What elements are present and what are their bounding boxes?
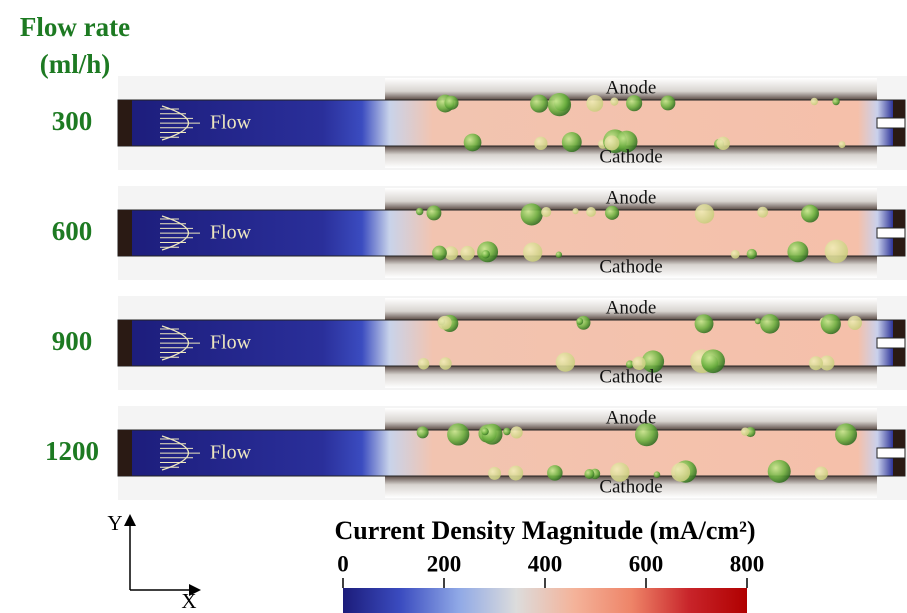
bubble: [417, 426, 429, 438]
colorbar-tick-label: 0: [337, 551, 349, 576]
bubble: [839, 141, 846, 148]
bubble: [757, 207, 768, 218]
cathode-label: Cathode: [599, 256, 662, 277]
cathode-label: Cathode: [599, 366, 662, 387]
outlet-notch: [877, 228, 905, 238]
bubble: [541, 207, 551, 217]
bubble: [481, 428, 489, 436]
bubble: [426, 206, 441, 221]
flow-label: Flow: [210, 442, 252, 464]
bubble: [439, 357, 451, 369]
bubble: [548, 93, 571, 116]
flow-label: Flow: [210, 112, 252, 134]
colorbar-tick-label: 400: [528, 551, 563, 576]
cathode-label: Cathode: [599, 476, 662, 497]
bubble: [447, 423, 469, 445]
bubble: [809, 356, 823, 370]
inlet-cap: [118, 320, 132, 366]
bubble: [464, 134, 482, 152]
anode-label: Anode: [606, 187, 657, 208]
bubble: [534, 137, 547, 150]
bubble: [521, 203, 543, 225]
x-axis-label: X: [181, 589, 196, 613]
bubble: [741, 428, 749, 436]
flow-label: Flow: [210, 222, 252, 244]
bubble: [576, 318, 583, 325]
bubble: [584, 469, 594, 479]
colorbar-ticks: 0 200 400 600 800: [337, 551, 764, 588]
flow-rate-label: 300: [52, 106, 93, 136]
bubble: [503, 428, 511, 436]
bubble: [701, 349, 725, 373]
bubble: [768, 460, 791, 483]
bubble: [460, 246, 474, 260]
bubble: [562, 132, 582, 152]
colorbar-tick-label: 200: [427, 551, 462, 576]
bubble: [661, 96, 676, 111]
bubble: [811, 98, 818, 105]
colorbar-tick-label: 600: [629, 551, 664, 576]
bubble: [787, 241, 808, 262]
figure: Flow rate (ml/h) FlowAnodeCathode300Flow…: [0, 0, 907, 613]
bubble: [432, 246, 447, 261]
bubble: [717, 137, 730, 150]
bubble: [815, 467, 829, 481]
bubble: [695, 314, 714, 333]
bubble: [801, 205, 819, 223]
outlet-notch: [877, 118, 905, 128]
bubble: [610, 98, 618, 106]
bubble: [747, 249, 757, 259]
colorbar-title: Current Density Magnitude (mA/cm²): [334, 516, 755, 545]
bubble: [523, 243, 542, 262]
outlet-notch: [877, 448, 905, 458]
bubble: [821, 314, 841, 334]
outlet-notch: [877, 338, 905, 348]
simulation-row: Flow Anode Cathode 1200: [45, 406, 907, 500]
bubble: [586, 207, 596, 217]
simulation-rows: FlowAnodeCathode300FlowAnodeCathode600Fl…: [45, 76, 907, 500]
bubble: [586, 95, 603, 112]
simulation-row: Flow Anode Cathode 300: [52, 76, 907, 170]
bubble: [416, 208, 423, 215]
bubble: [755, 318, 761, 324]
bubble: [572, 208, 578, 214]
anode-label: Anode: [606, 407, 657, 428]
bubble: [481, 250, 489, 258]
bubble: [530, 95, 548, 113]
header-unit: (ml/h): [40, 49, 111, 79]
flow-rate-label: 1200: [45, 436, 99, 466]
flow-rate-label: 600: [52, 216, 93, 246]
simulation-row: Flow Anode Cathode 900: [52, 296, 907, 390]
bubble: [556, 352, 575, 371]
colorbar-tick-label: 800: [730, 551, 765, 576]
header-title: Flow rate: [20, 12, 130, 42]
bubble: [508, 466, 523, 481]
bubble: [556, 251, 562, 257]
anode-label: Anode: [606, 77, 657, 98]
bubble: [418, 358, 429, 369]
y-axis-label: Y: [107, 511, 122, 535]
simulation-row: Flow Anode Cathode 600: [52, 186, 907, 280]
bubble: [835, 423, 857, 445]
bubble: [488, 467, 501, 480]
bubble: [760, 314, 780, 334]
anode-label: Anode: [606, 297, 657, 318]
bubble: [511, 426, 523, 438]
bubble: [848, 316, 862, 330]
bubble: [832, 98, 839, 105]
flow-rate-label: 900: [52, 326, 93, 356]
inlet-cap: [118, 430, 132, 476]
bubble: [438, 316, 452, 330]
bubble: [671, 463, 690, 482]
inlet-cap: [118, 210, 132, 256]
cathode-label: Cathode: [599, 146, 662, 167]
colorbar: [343, 588, 747, 613]
bubble: [695, 204, 714, 223]
inlet-cap: [118, 100, 132, 146]
flow-label: Flow: [210, 332, 252, 354]
bubble: [547, 465, 562, 480]
bubble: [731, 250, 740, 259]
bubble: [825, 240, 848, 263]
bubble: [444, 96, 458, 110]
